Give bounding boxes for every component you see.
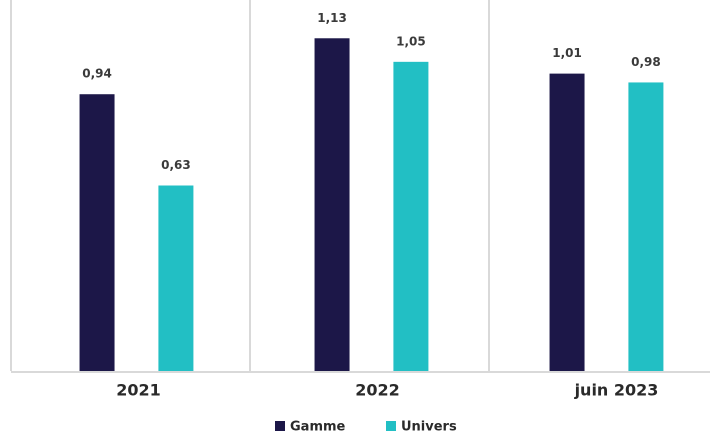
- value-label: 0,63: [161, 158, 191, 172]
- bar: [628, 82, 664, 371]
- value-label: 0,94: [82, 67, 112, 81]
- bar: [314, 38, 350, 372]
- legend-swatch: [275, 421, 285, 431]
- legend-label: Gamme: [290, 420, 346, 432]
- x-tick-label: 2021: [116, 381, 161, 400]
- bar: [158, 185, 194, 371]
- bar: [79, 94, 115, 371]
- legend-label: Univers: [401, 420, 457, 432]
- value-label: 1,13: [317, 11, 347, 25]
- value-label: 1,05: [396, 34, 426, 48]
- bar: [393, 61, 429, 371]
- bar: [549, 73, 585, 371]
- x-tick-label: juin 2023: [574, 381, 659, 400]
- value-label: 0,98: [631, 55, 661, 69]
- legend-swatch: [386, 421, 396, 431]
- value-label: 1,01: [552, 46, 582, 60]
- x-tick-label: 2022: [355, 381, 400, 400]
